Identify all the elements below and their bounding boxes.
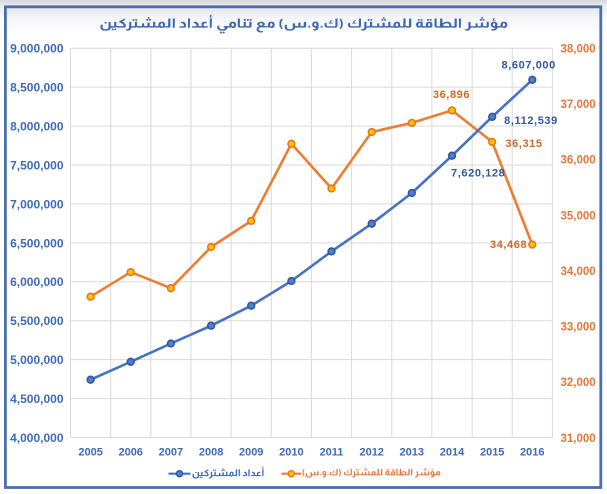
svg-text:4,500,000: 4,500,000 — [10, 392, 64, 406]
svg-text:2012: 2012 — [359, 447, 383, 459]
svg-text:2005: 2005 — [78, 447, 102, 459]
svg-text:37,000: 37,000 — [561, 99, 596, 111]
svg-text:9,000,000: 9,000,000 — [10, 42, 64, 56]
svg-text:36,000: 36,000 — [561, 155, 596, 167]
svg-text:2007: 2007 — [159, 447, 183, 459]
svg-text:2006: 2006 — [118, 447, 142, 459]
svg-text:2008: 2008 — [199, 447, 223, 459]
svg-text:32,000: 32,000 — [561, 377, 596, 389]
svg-text:35,000: 35,000 — [561, 210, 596, 222]
svg-text:2009: 2009 — [239, 447, 263, 459]
svg-text:34,000: 34,000 — [561, 266, 596, 278]
svg-text:2011: 2011 — [320, 447, 344, 459]
svg-text:5,500,000: 5,500,000 — [10, 314, 64, 328]
svg-text:7,500,000: 7,500,000 — [10, 158, 64, 172]
svg-text:8,000,000: 8,000,000 — [10, 120, 64, 134]
svg-text:2014: 2014 — [440, 447, 465, 459]
svg-text:5,000,000: 5,000,000 — [10, 353, 64, 367]
svg-text:8,500,000: 8,500,000 — [10, 81, 64, 95]
svg-text:38,000: 38,000 — [561, 43, 596, 55]
svg-text:31,000: 31,000 — [561, 433, 596, 445]
svg-text:6,500,000: 6,500,000 — [10, 236, 64, 250]
svg-text:6,000,000: 6,000,000 — [10, 275, 64, 289]
svg-text:4,000,000: 4,000,000 — [10, 431, 64, 445]
svg-text:8,112,539: 8,112,539 — [504, 115, 558, 127]
svg-text:34,468: 34,468 — [490, 239, 527, 251]
svg-text:8,607,000: 8,607,000 — [502, 60, 556, 72]
svg-text:2016: 2016 — [520, 447, 544, 459]
svg-text:33,000: 33,000 — [561, 322, 596, 334]
svg-text:2013: 2013 — [400, 447, 424, 459]
svg-text:7,000,000: 7,000,000 — [10, 197, 64, 211]
svg-text:2015: 2015 — [480, 447, 504, 459]
svg-text:2010: 2010 — [279, 447, 303, 459]
svg-text:36,315: 36,315 — [505, 138, 542, 150]
svg-text:36,896: 36,896 — [433, 89, 470, 101]
svg-text:7,620,128: 7,620,128 — [451, 168, 505, 180]
